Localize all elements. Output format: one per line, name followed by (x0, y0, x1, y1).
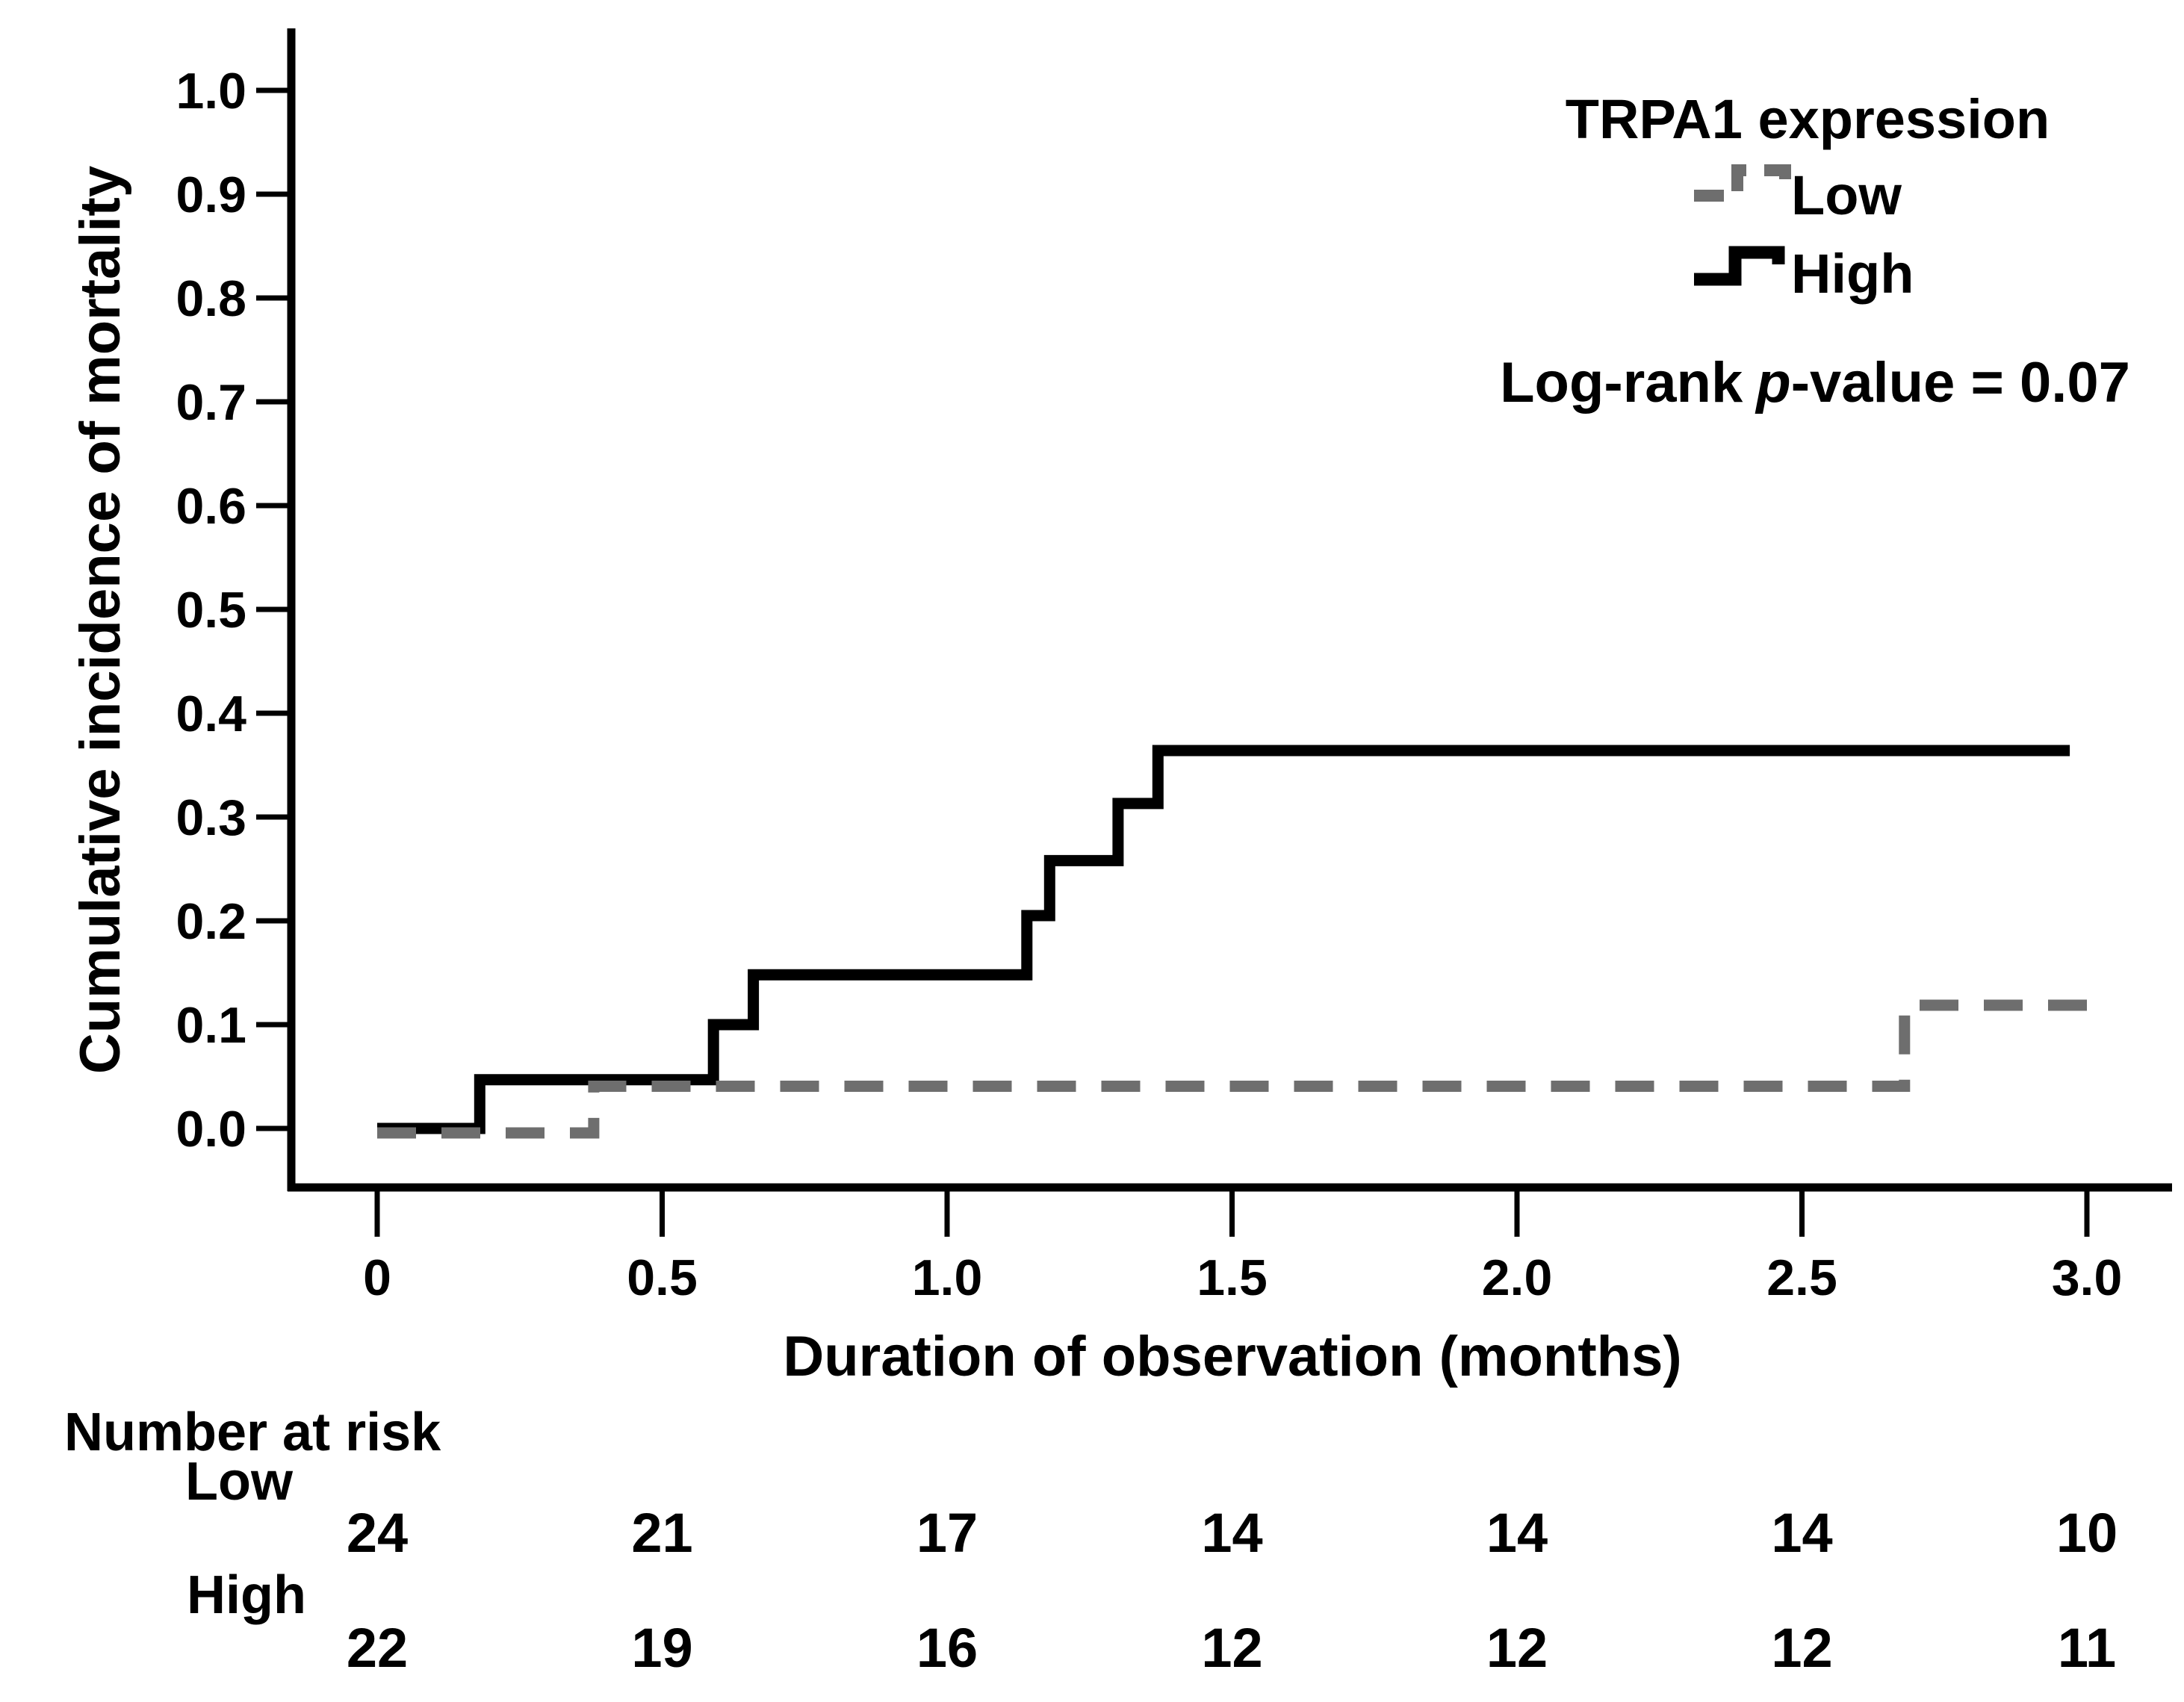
legend-entry-high-label: High (1791, 243, 1914, 305)
y-tick-label: 0.0 (176, 1101, 246, 1158)
risk-value: 12 (1771, 1617, 1832, 1679)
y-tick-label: 0.8 (176, 270, 246, 327)
y-tick-label: 0.5 (176, 582, 246, 639)
risk-value: 12 (1201, 1617, 1262, 1679)
risk-table-title: Number at risk (64, 1403, 441, 1462)
series-low-curve (377, 999, 2087, 1139)
log-rank-suffix: -value = 0.07 (1791, 351, 2130, 414)
risk-value: 14 (1486, 1502, 1548, 1564)
y-tick-label: 0.6 (176, 478, 246, 535)
risk-value: 11 (2058, 1617, 2116, 1679)
x-axis-ticks: 0 0.5 1.0 1.5 2.0 2.5 3.0 (363, 1187, 2122, 1306)
risk-values-high: 22 19 16 12 12 12 11 (347, 1617, 2116, 1679)
x-tick-label: 0 (363, 1249, 391, 1306)
y-tick-label: 0.4 (176, 686, 246, 742)
x-tick-label: 2.0 (1482, 1249, 1553, 1306)
legend-low-line-icon (1694, 164, 1791, 202)
x-tick-label: 2.5 (1766, 1249, 1837, 1306)
risk-value: 24 (347, 1502, 408, 1564)
risk-value: 17 (916, 1502, 978, 1564)
x-tick-label: 3.0 (2052, 1249, 2123, 1306)
legend-title: TRPA1 expression (1566, 88, 2050, 150)
risk-value: 14 (1201, 1502, 1262, 1564)
risk-value: 22 (347, 1617, 408, 1679)
y-tick-label: 0.9 (176, 167, 246, 223)
log-rank-p-italic: p (1755, 351, 1790, 414)
log-rank-annotation: Log-rank p-value = 0.07 (1500, 351, 2130, 414)
risk-value: 12 (1486, 1617, 1548, 1679)
y-axis-ticks: 0.0 0.1 0.2 0.3 0.4 0.5 0.6 0.7 0.8 0.9 1.0 (176, 63, 291, 1158)
x-tick-label: 0.5 (627, 1249, 698, 1306)
risk-value: 19 (631, 1617, 692, 1679)
y-tick-label: 0.2 (176, 893, 246, 950)
x-tick-label: 1.5 (1197, 1249, 1268, 1306)
x-tick-label: 1.0 (912, 1249, 983, 1306)
risk-value: 14 (1771, 1502, 1832, 1564)
risk-values-low: 24 21 17 14 14 14 10 (347, 1502, 2118, 1564)
y-tick-label: 0.7 (176, 374, 246, 431)
y-tick-label: 1.0 (176, 63, 246, 119)
x-axis-title: Duration of observation (months) (783, 1325, 1681, 1388)
risk-value: 10 (2056, 1502, 2118, 1564)
y-tick-label: 0.3 (176, 789, 246, 846)
y-tick-label: 0.1 (176, 997, 246, 1054)
legend-entry-low-label: Low (1791, 164, 1902, 226)
log-rank-prefix: Log-rank (1500, 351, 1743, 414)
risk-value: 16 (916, 1617, 978, 1679)
risk-row-label-high: High (187, 1565, 306, 1625)
y-axis-title: Cumulative incidence of mortality (69, 166, 132, 1074)
risk-row-label-low: Low (185, 1452, 294, 1512)
risk-value: 21 (631, 1502, 692, 1564)
series-high-curve (377, 745, 2070, 1134)
number-at-risk-table: Number at risk Low 24 21 17 14 14 14 10 High 2… (64, 1403, 2118, 1679)
legend-high-line-icon (1694, 246, 1785, 286)
legend: TRPA1 expression Low High Log-rank p-valu… (1500, 88, 2130, 414)
